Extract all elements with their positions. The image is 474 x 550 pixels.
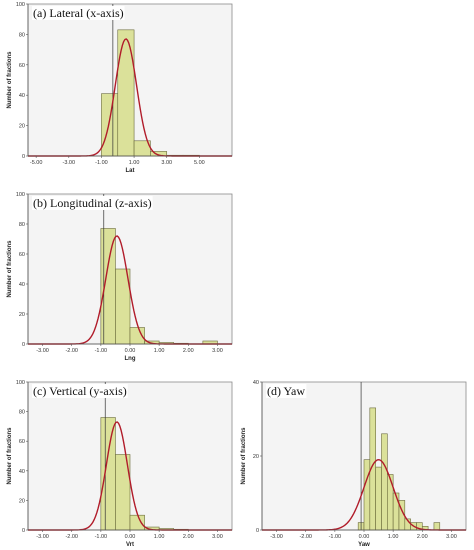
x-tick-label: 0.00: [125, 348, 136, 354]
y-tick-label: 0: [22, 154, 25, 160]
x-tick-label: 2.00: [183, 348, 194, 354]
histogram-bar: [100, 417, 116, 531]
x-tick-label: -2.00: [65, 534, 78, 540]
y-tick-label: 20: [253, 454, 259, 460]
y-tick-label: 80: [19, 32, 25, 38]
y-tick-label: 40: [19, 93, 25, 99]
y-tick-label: 40: [19, 282, 25, 288]
x-tick-label: -3.00: [270, 534, 283, 540]
x-tick-label: 1.00: [388, 534, 399, 540]
x-tick-label: -1.00: [95, 348, 108, 354]
chart-panel: 0 20 40 60 80 100 -3.00 -2.00 -1.00 0.00 1.00 2.00 3…: [7, 192, 233, 362]
x-tick-label: -2.00: [299, 534, 312, 540]
x-tick-label: 3.00: [446, 534, 457, 540]
y-tick-label: 0: [22, 342, 25, 348]
x-tick-label: 0.00: [359, 534, 370, 540]
panel-title-backing: [32, 6, 125, 20]
x-tick-label: -3.00: [63, 160, 76, 166]
y-axis-title: Number of fractions: [7, 240, 13, 298]
chart-panel: 0 20 40 60 80 100 -3.00 -2.00 -1.00 0.00 1.00 2.00 3…: [7, 380, 233, 548]
histogram-bar: [375, 466, 382, 531]
x-tick-label: 0.00: [125, 534, 136, 540]
y-tick-label: 20: [19, 498, 25, 504]
histogram-bar: [381, 433, 388, 531]
x-tick-label: -3.00: [36, 534, 49, 540]
y-tick-label: 100: [16, 380, 25, 386]
panel-title: (d) Yaw: [267, 384, 305, 398]
y-tick-label: 20: [19, 312, 25, 318]
x-tick-label: -1.00: [95, 534, 108, 540]
y-axis-title: Number of fractions: [7, 51, 13, 109]
x-axis-title: Vrt: [126, 542, 134, 548]
x-tick-label: 3.00: [212, 348, 223, 354]
chart-panel: 0 20 40 60 80 100 -5.00 -3.00 -1.00 1.00 3.00 5.00 L…: [7, 2, 233, 174]
y-tick-label: 100: [16, 2, 25, 8]
y-tick-label: 100: [16, 192, 25, 198]
y-tick-label: 40: [19, 469, 25, 475]
x-axis-title: Lat: [126, 168, 135, 174]
panel-title: (a) Lateral (x-axis): [33, 6, 124, 20]
histogram-bar: [392, 492, 400, 531]
x-axis-title: Yaw: [358, 542, 370, 548]
x-tick-label: -3.00: [36, 348, 49, 354]
x-tick-label: -5.00: [30, 160, 43, 166]
panel-title: (b) Longitudinal (z-axis): [33, 196, 152, 210]
y-axis-title: Number of fractions: [7, 427, 13, 485]
x-tick-label: 2.00: [183, 534, 194, 540]
y-tick-label: 80: [19, 222, 25, 228]
x-tick-label: 1.00: [154, 348, 165, 354]
x-tick-label: -1.00: [95, 160, 108, 166]
panel-title-backing: [266, 384, 307, 398]
panel-title-backing: [32, 384, 128, 398]
chart-panel: 0 20 40 -3.00 -2.00 -1.00 0.00 1.00 2.00 3.00 Yaw N…: [241, 380, 467, 548]
x-tick-label: 5.00: [194, 160, 205, 166]
x-tick-label: 1.00: [154, 534, 165, 540]
panel-title: (c) Vertical (y-axis): [33, 384, 127, 398]
y-axis-title: Number of fractions: [241, 427, 247, 485]
histogram-bar: [101, 93, 119, 157]
y-tick-label: 0: [22, 528, 25, 534]
x-tick-label: 3.00: [212, 534, 223, 540]
y-tick-label: 40: [253, 380, 259, 386]
y-tick-label: 80: [19, 410, 25, 416]
histogram-bar: [363, 459, 371, 531]
histogram-bar: [129, 514, 145, 531]
y-tick-label: 60: [19, 439, 25, 445]
x-tick-label: 1.00: [129, 160, 140, 166]
x-axis-title: Lng: [125, 356, 136, 362]
y-tick-label: 60: [19, 63, 25, 69]
x-tick-label: -2.00: [65, 348, 78, 354]
histogram-bar: [100, 228, 116, 345]
histogram-bar: [117, 29, 135, 157]
y-tick-label: 60: [19, 252, 25, 258]
histogram-bar: [433, 522, 441, 531]
y-tick-label: 20: [19, 124, 25, 130]
y-tick-label: 0: [256, 528, 259, 534]
x-tick-label: 2.00: [417, 534, 428, 540]
panel-title-backing: [32, 196, 153, 210]
x-tick-label: 3.00: [161, 160, 172, 166]
x-tick-label: -1.00: [329, 534, 342, 540]
